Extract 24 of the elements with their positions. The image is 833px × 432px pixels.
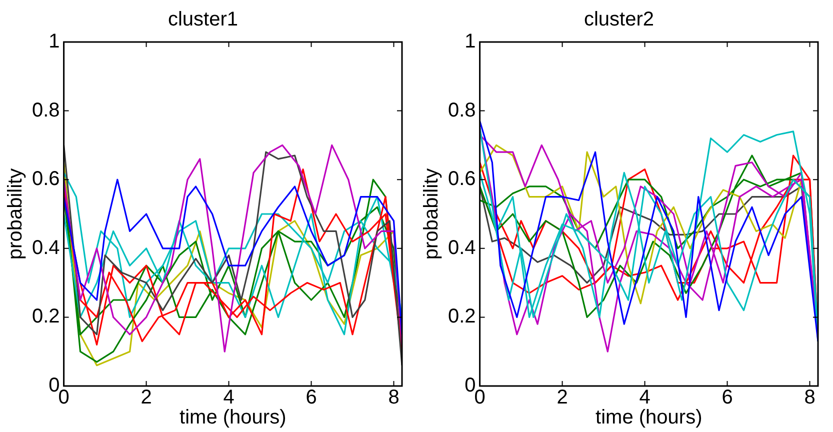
x-tick-label: 6 <box>722 386 733 409</box>
y-tick-label: 0.4 <box>32 236 60 259</box>
y-axis-title: probability <box>4 168 27 260</box>
x-tick-label: 4 <box>223 386 234 409</box>
x-tick-label: 8 <box>804 386 816 409</box>
x-tick-label: 8 <box>388 386 400 409</box>
y-tick-label: 1 <box>48 30 60 53</box>
y-tick-label: 1 <box>464 30 476 53</box>
y-tick-label: 0.8 <box>448 99 476 122</box>
x-tick-label: 4 <box>639 386 650 409</box>
x-axis-title: time (hours) <box>596 406 702 429</box>
y-tick-label: 0.4 <box>448 236 476 259</box>
x-axis-title: time (hours) <box>180 406 286 429</box>
y-tick-label: 0.2 <box>448 306 476 328</box>
x-tick-label: 6 <box>306 386 317 409</box>
y-tick-label: 0.6 <box>32 168 60 190</box>
y-tick-label: 0.6 <box>448 168 476 190</box>
x-tick-label: 2 <box>140 386 152 409</box>
chart-title: cluster2 <box>584 8 654 31</box>
y-tick-label: 0.2 <box>32 306 60 328</box>
x-tick-label: 2 <box>556 386 568 409</box>
chart-title: cluster1 <box>168 8 238 31</box>
y-tick-label: 0.8 <box>32 99 60 122</box>
y-axis-title: probability <box>420 168 443 260</box>
